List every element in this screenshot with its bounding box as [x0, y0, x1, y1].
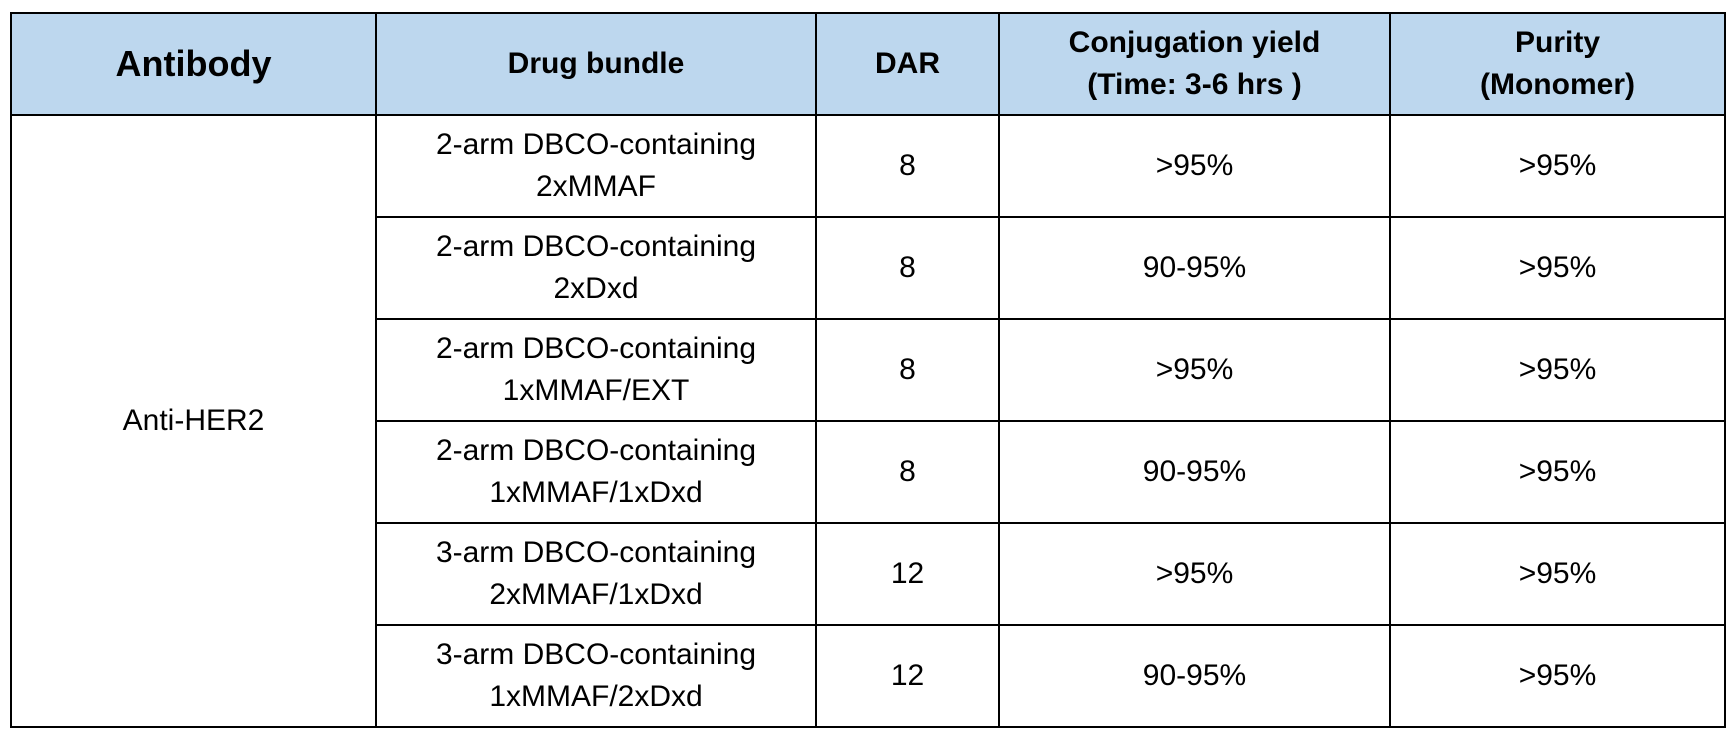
drug-bundle-cell: 3-arm DBCO-containing 1xMMAF/2xDxd [375, 624, 817, 728]
header-purity-line2: (Monomer) [1480, 68, 1635, 101]
header-purity-line1: Purity [1514, 26, 1601, 59]
header-purity: Purity (Monomer) [1389, 12, 1726, 116]
drug-bundle-line2: 2xDxd [553, 272, 639, 305]
antibody-cell: Anti-HER2 [10, 114, 377, 728]
drug-bundle-line1: 2-arm DBCO-containing [435, 128, 757, 161]
header-drug-bundle: Drug bundle [375, 12, 817, 116]
dar-cell: 12 [815, 624, 1000, 728]
header-conjugation-yield-line2: (Time: 3-6 hrs ) [1087, 68, 1302, 101]
conjugation-table: Antibody Drug bundle DAR Conjugation yie… [10, 12, 1726, 728]
drug-bundle-line2: 2xMMAF/1xDxd [489, 578, 703, 611]
header-dar: DAR [815, 12, 1000, 116]
purity-cell: >95% [1389, 522, 1726, 626]
yield-cell: >95% [998, 522, 1391, 626]
drug-bundle-line2: 1xMMAF/2xDxd [489, 680, 703, 713]
purity-cell: >95% [1389, 624, 1726, 728]
purity-cell: >95% [1389, 216, 1726, 320]
dar-cell: 8 [815, 318, 1000, 422]
yield-cell: >95% [998, 114, 1391, 218]
drug-bundle-cell: 3-arm DBCO-containing 2xMMAF/1xDxd [375, 522, 817, 626]
conjugation-table-container: Antibody Drug bundle DAR Conjugation yie… [10, 12, 1726, 728]
header-conjugation-yield: Conjugation yield (Time: 3-6 hrs ) [998, 12, 1391, 116]
header-antibody: Antibody [10, 12, 377, 116]
table-row: 3-arm DBCO-containing 1xMMAF/2xDxd 12 90… [11, 624, 1726, 728]
dar-cell: 8 [815, 420, 1000, 524]
drug-bundle-line1: 3-arm DBCO-containing [435, 638, 757, 671]
table-body: Anti-HER2 2-arm DBCO-containing 2xMMAF 8… [10, 114, 1726, 728]
yield-cell: 90-95% [998, 216, 1391, 320]
drug-bundle-cell: 2-arm DBCO-containing 1xMMAF/1xDxd [375, 420, 817, 524]
header-row: Antibody Drug bundle DAR Conjugation yie… [10, 12, 1726, 116]
yield-cell: 90-95% [998, 420, 1391, 524]
table-row: 2-arm DBCO-containing 1xMMAF/EXT 8 >95% … [11, 318, 1726, 422]
drug-bundle-cell: 2-arm DBCO-containing 2xDxd [375, 216, 817, 320]
drug-bundle-cell: 2-arm DBCO-containing 1xMMAF/EXT [375, 318, 817, 422]
table-row: 3-arm DBCO-containing 2xMMAF/1xDxd 12 >9… [11, 522, 1726, 626]
table-header: Antibody Drug bundle DAR Conjugation yie… [10, 12, 1726, 116]
drug-bundle-line2: 1xMMAF/1xDxd [489, 476, 703, 509]
purity-cell: >95% [1389, 318, 1726, 422]
header-conjugation-yield-line1: Conjugation yield [1068, 26, 1321, 59]
drug-bundle-line2: 2xMMAF [536, 170, 656, 203]
drug-bundle-line1: 2-arm DBCO-containing [435, 434, 757, 467]
drug-bundle-cell: 2-arm DBCO-containing 2xMMAF [375, 114, 817, 218]
purity-cell: >95% [1389, 420, 1726, 524]
drug-bundle-line1: 3-arm DBCO-containing [435, 536, 757, 569]
dar-cell: 12 [815, 522, 1000, 626]
yield-cell: >95% [998, 318, 1391, 422]
drug-bundle-line1: 2-arm DBCO-containing [435, 332, 757, 365]
drug-bundle-line2: 1xMMAF/EXT [502, 374, 690, 407]
dar-cell: 8 [815, 114, 1000, 218]
dar-cell: 8 [815, 216, 1000, 320]
yield-cell: 90-95% [998, 624, 1391, 728]
table-row: Anti-HER2 2-arm DBCO-containing 2xMMAF 8… [10, 114, 1726, 728]
drug-bundle-line1: 2-arm DBCO-containing [435, 230, 757, 263]
table-row: 2-arm DBCO-containing 1xMMAF/1xDxd 8 90-… [11, 420, 1726, 524]
purity-cell: >95% [1389, 114, 1726, 218]
table-row: 2-arm DBCO-containing 2xDxd 8 90-95% >95… [11, 216, 1726, 320]
